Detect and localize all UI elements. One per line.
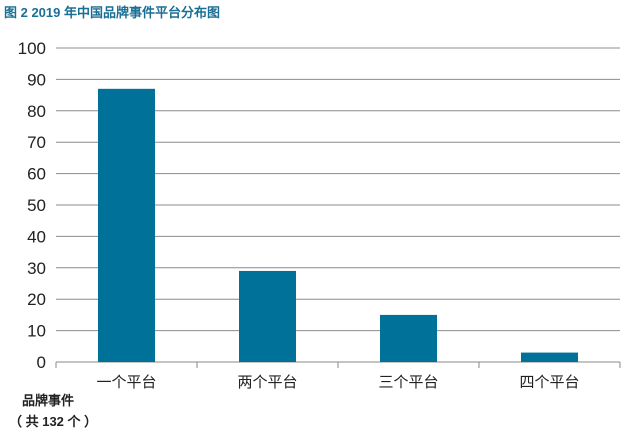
x-tick-label: 四个平台 [519, 374, 579, 391]
x-note-line2: （ 共 132 个 ） [9, 414, 97, 429]
bar [98, 88, 155, 362]
bar [521, 352, 578, 362]
y-tick-label: 10 [27, 322, 46, 341]
bar [380, 314, 437, 362]
x-note-line1: 品牌事件 [22, 393, 74, 408]
y-tick-label: 100 [18, 39, 46, 58]
y-tick-label: 90 [27, 70, 46, 89]
y-tick-label: 80 [27, 102, 46, 121]
y-tick-label: 20 [27, 290, 46, 309]
y-tick-label: 70 [27, 133, 46, 152]
x-tick-label: 一个平台 [96, 374, 156, 391]
bar [239, 270, 296, 362]
y-tick-label: 40 [27, 227, 46, 246]
x-tick-label: 两个平台 [237, 374, 297, 391]
chart-title: 图 2 2019 年中国品牌事件平台分布图 [4, 5, 220, 20]
x-tick-label: 三个平台 [378, 374, 438, 391]
y-tick-label: 30 [27, 259, 46, 278]
y-tick-label: 0 [37, 353, 46, 372]
y-tick-label: 60 [27, 165, 46, 184]
y-tick-label: 50 [27, 196, 46, 215]
